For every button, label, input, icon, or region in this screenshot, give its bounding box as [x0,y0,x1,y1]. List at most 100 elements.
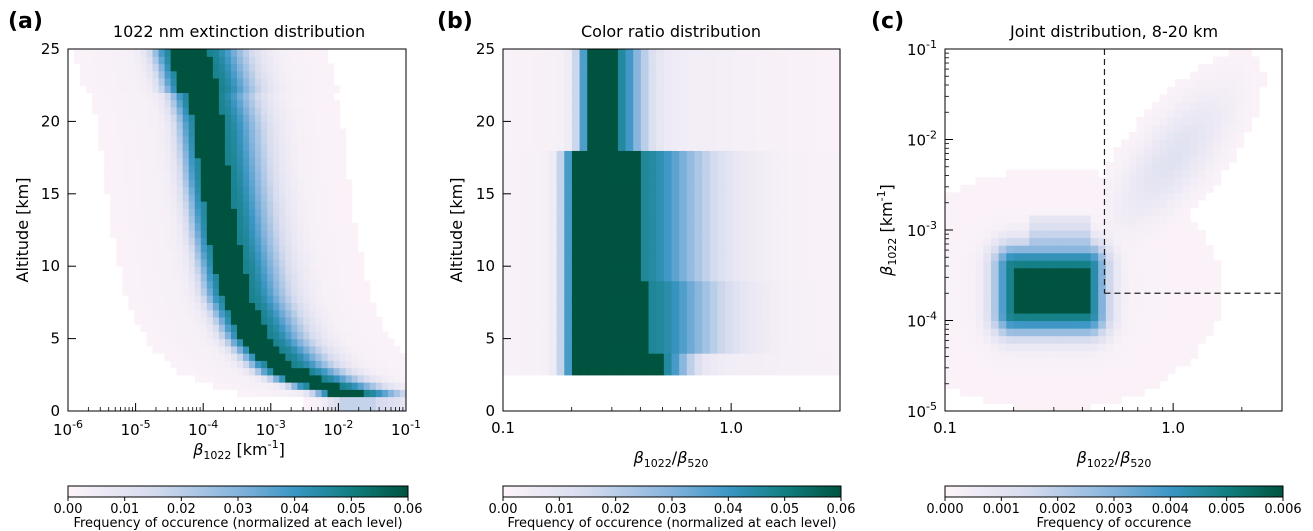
heat-cell [104,56,111,65]
heat-cell [279,63,286,72]
heat-cell [1136,214,1145,224]
heat-cell [1190,335,1199,344]
heat-cell [778,345,787,354]
heat-cell [291,193,298,202]
heat-cell [176,316,184,325]
heat-cell [1144,365,1153,374]
heat-cell [267,258,274,267]
heat-cell [633,193,642,202]
heat-cell [146,280,154,289]
heat-cell [709,287,719,296]
heat-cell [297,63,304,72]
heat-cell [617,179,627,188]
heat-cell [182,324,190,332]
heat-cell [1082,320,1092,329]
heat-cell [571,258,581,267]
heat-cell [594,353,604,361]
heat-cell [740,201,749,209]
heat-cell [297,309,304,318]
heat-cell [763,295,772,303]
heat-cell [339,186,347,195]
heat-cell [786,106,795,115]
heat-cell [564,237,573,246]
heat-cell [960,199,969,208]
heat-cell [218,186,226,195]
heat-cell [140,150,148,159]
heat-cell [261,258,268,267]
heat-cell [656,85,665,94]
heat-cell [122,143,129,151]
heat-cell [579,230,588,238]
heat-cell [625,106,634,115]
heat-cell [1029,320,1038,329]
heat-cell [809,135,818,144]
heat-cell [134,295,142,303]
heat-cell [176,222,184,231]
heat-cell [732,77,742,86]
heat-cell [122,266,129,275]
heat-cell [146,201,154,209]
heat-cell [1013,403,1023,412]
heat-cell [817,128,826,137]
heat-cell [663,121,673,130]
heat-cell [771,193,780,202]
heat-cell [763,258,772,267]
heat-cell [206,316,214,325]
heat-cell [748,280,757,289]
heat-cell [237,280,244,289]
heat-cell [663,367,673,376]
heat-cell [152,302,160,311]
heat-cell [188,309,196,318]
heat-cell [709,295,719,303]
heat-cell [158,324,166,332]
heat-cell [200,99,208,108]
heat-cell [1121,222,1130,231]
heat-cell [224,157,232,166]
heat-cell [399,374,407,383]
heat-cell [778,251,787,260]
heat-cell [763,222,772,231]
heat-cell [794,244,803,253]
heat-cell [656,266,665,275]
heat-cell [261,237,268,246]
heat-cell [1059,358,1069,367]
heat-cell [279,287,286,296]
heat-cell [128,237,135,246]
heat-cell [709,280,719,289]
heat-cell [194,150,202,159]
heat-cell [717,353,726,361]
heat-cell [732,266,742,275]
heat-cell [763,114,772,122]
heat-cell [817,295,826,303]
heat-cell [1167,282,1176,291]
heat-cell [717,85,726,94]
heat-cell [610,367,619,376]
heat-cell [387,338,395,347]
heat-cell [763,92,772,101]
heat-cell [297,345,304,354]
heat-cell [556,92,565,101]
heat-cell [134,85,142,94]
heat-cell [763,280,772,289]
heat-cell [303,99,311,108]
heat-cell [640,360,650,369]
heat-cell [309,143,317,151]
heat-cell [656,135,665,144]
heat-cell [218,77,226,86]
heat-cell [571,367,581,376]
heat-cell [315,367,323,376]
heat-cell [548,251,558,260]
heat-cell [164,106,172,115]
heat-cell [755,287,765,296]
heat-cell [503,324,512,332]
heat-cell [945,282,954,291]
heat-cell [541,258,550,267]
heat-cell [548,244,558,253]
heat-cell [182,114,190,122]
heat-cell [663,266,673,275]
heat-cell [218,266,226,275]
heat-cell [786,215,795,224]
heat-cell [625,49,634,57]
heat-cell [176,63,184,72]
heat-cell [740,316,749,325]
